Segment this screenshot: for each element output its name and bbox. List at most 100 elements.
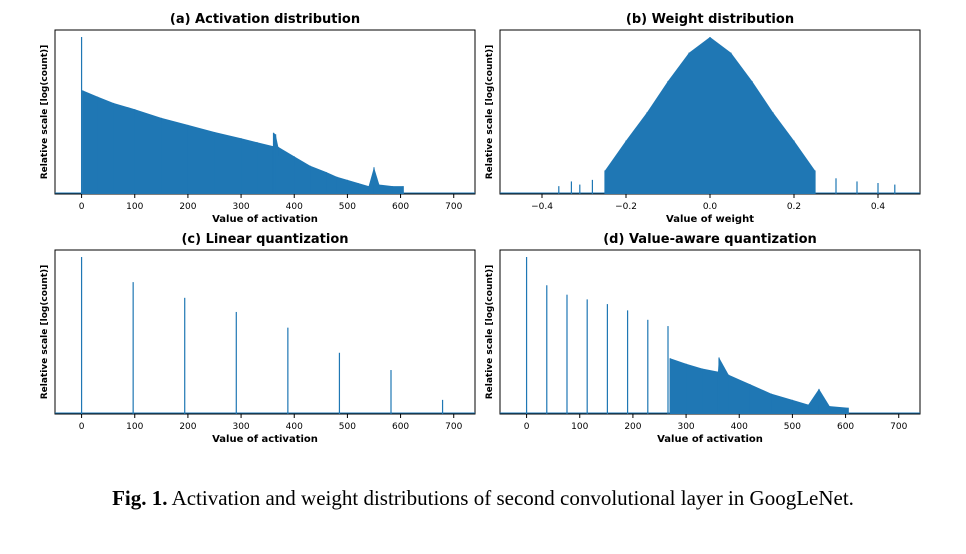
panel-d-bar-fill <box>719 357 729 414</box>
panel-d-xtick-label: 100 <box>571 422 588 432</box>
panel-d-bar <box>566 294 568 414</box>
panel-a-bar-fill <box>275 134 279 194</box>
panel-d-bar <box>667 326 669 414</box>
panel-c-xtick-label: 200 <box>179 422 196 432</box>
panel-b-bar <box>894 184 896 194</box>
panel-d-bar-fill <box>702 368 718 414</box>
panel-a-bar-fill <box>241 138 258 194</box>
panel-b-bars <box>500 37 920 195</box>
panel-a-bar <box>80 37 83 194</box>
panel-a-bar-fill <box>187 124 215 194</box>
panel-a-bar-fill <box>392 186 404 194</box>
panel-d-bar-fill <box>749 384 772 414</box>
panel-b-title: (b) Weight distribution <box>626 12 794 27</box>
panel-a-bar-fill <box>257 142 273 194</box>
panel-a-bar-fill <box>373 167 380 194</box>
panel-d-bar-fill <box>808 388 819 414</box>
panel-d-bar-fill <box>670 358 687 414</box>
panel-b-bar-fill <box>794 140 815 194</box>
panel-d-bar-fill <box>717 357 720 414</box>
panel-b-bar-fill <box>605 140 626 194</box>
panel-b-bar <box>591 179 593 194</box>
panel-c-bar <box>132 282 134 414</box>
panel-b-bar <box>877 183 879 194</box>
panel-b-bar-fill <box>689 37 710 194</box>
panel-c-xtick-label: 600 <box>392 422 409 432</box>
panel-a-bar-fill <box>347 179 359 194</box>
panel-d-title: (d) Value-aware quantization <box>603 232 817 247</box>
panel-b-ylabel: Relative scale [log(count)] <box>485 45 495 180</box>
panel-b-bar-fill <box>773 112 794 194</box>
panel-d-bar-fill <box>829 406 849 414</box>
panel-a-xtick-label: 100 <box>126 202 143 212</box>
panel-c-xtick-label: 700 <box>445 422 462 432</box>
figure-caption-text: Activation and weight distributions of s… <box>167 486 854 510</box>
panel-b-bar-fill <box>647 80 668 194</box>
panel-d-bar-fill <box>686 363 703 414</box>
panel-d-bar <box>546 285 548 414</box>
panel-c-bars <box>55 257 475 414</box>
panel-d-xtick-label: 200 <box>624 422 641 432</box>
panel-b-xtick-label: −0.4 <box>531 202 553 212</box>
panel-d-xtick-label: 300 <box>677 422 694 432</box>
panel-b-bar <box>558 186 560 194</box>
panel-a-bar-fill <box>82 90 98 194</box>
panel-a-xtick-label: 500 <box>339 202 356 212</box>
panel-d-bar-fill <box>728 374 750 414</box>
panel-a-xtick-label: 700 <box>445 202 462 212</box>
panel-b-xtick-label: 0.0 <box>703 202 718 212</box>
panel-d-bar <box>525 257 528 414</box>
panel-a-ylabel: Relative scale [log(count)] <box>40 45 50 180</box>
panel-b-xlabel: Value of weight <box>666 214 754 225</box>
panel-a-bar-fill <box>326 172 337 194</box>
panel-b-bar-fill <box>668 52 689 195</box>
panel-b-bar-fill <box>626 112 647 194</box>
panel-a-bars <box>55 37 475 194</box>
panel-c-xtick-label: 400 <box>286 422 303 432</box>
figure-panels: (a) Activation distribution 0 100 200 300 40… <box>40 12 921 445</box>
panel-b-bar-fill <box>752 80 773 194</box>
panel-c-xticks: 0 100 200 300 400 500 600 700 <box>79 414 463 432</box>
panel-c-ylabel: Relative scale [log(count)] <box>40 265 50 400</box>
panel-d-bar <box>647 319 649 414</box>
panel-a-xlabel: Value of activation <box>212 214 318 225</box>
panel-b-xtick-label: −0.2 <box>615 202 637 212</box>
panel-d-bar-fill <box>771 393 793 414</box>
panel-c: (c) Linear quantization 0 100 200 300 400 500… <box>40 232 476 445</box>
panel-d-xticks: 0 100 200 300 400 500 600 700 <box>524 414 908 432</box>
panel-c-frame <box>54 249 476 415</box>
panel-d-xtick-label: 400 <box>731 422 748 432</box>
panel-d-bar <box>586 299 588 414</box>
panel-b-xticks: −0.4 −0.2 0.0 0.2 0.4 <box>531 194 885 212</box>
panel-b: (b) Weight distribution −0.4 −0.2 0.0 0.2 0.… <box>485 12 921 225</box>
panel-c-bar <box>80 257 83 414</box>
panel-a-bar-fill <box>294 156 311 194</box>
panel-a-bar-fill <box>336 176 348 194</box>
panel-c-bar <box>287 327 289 414</box>
panel-c-title: (c) Linear quantization <box>181 232 348 247</box>
panel-c-xlabel: Value of activation <box>212 434 318 445</box>
panel-a-bar-fill <box>272 132 274 194</box>
panel-a-xtick-label: 0 <box>79 202 85 212</box>
panel-a-xtick-label: 200 <box>179 202 196 212</box>
panel-c-bar <box>338 352 341 414</box>
panel-d-bar-fill <box>792 399 809 414</box>
panel-a-bar-fill <box>310 165 327 194</box>
panel-d: (d) Value-aware quantization 0 100 200 300 4… <box>485 232 921 445</box>
figure-caption: Fig. 1. Activation and weight distributi… <box>0 486 966 511</box>
panel-d-bar <box>606 304 608 414</box>
panel-a-title: (a) Activation distribution <box>170 12 360 27</box>
panel-d-ylabel: Relative scale [log(count)] <box>485 265 495 400</box>
panel-d-bar-fill <box>818 388 830 414</box>
panel-b-bar <box>835 178 837 194</box>
panel-c-xtick-label: 300 <box>232 422 249 432</box>
panel-a-bar-fill <box>358 183 369 194</box>
panel-a-bar-fill <box>368 167 374 194</box>
panel-d-bar <box>626 310 629 414</box>
panel-b-xtick-label: 0.2 <box>787 202 801 212</box>
panel-d-xlabel: Value of activation <box>657 434 763 445</box>
panel-a-bar-fill <box>113 102 135 194</box>
panel-b-bar-fill <box>731 52 752 195</box>
panel-a-bar-fill <box>134 109 162 194</box>
panel-c-bar <box>390 370 392 414</box>
